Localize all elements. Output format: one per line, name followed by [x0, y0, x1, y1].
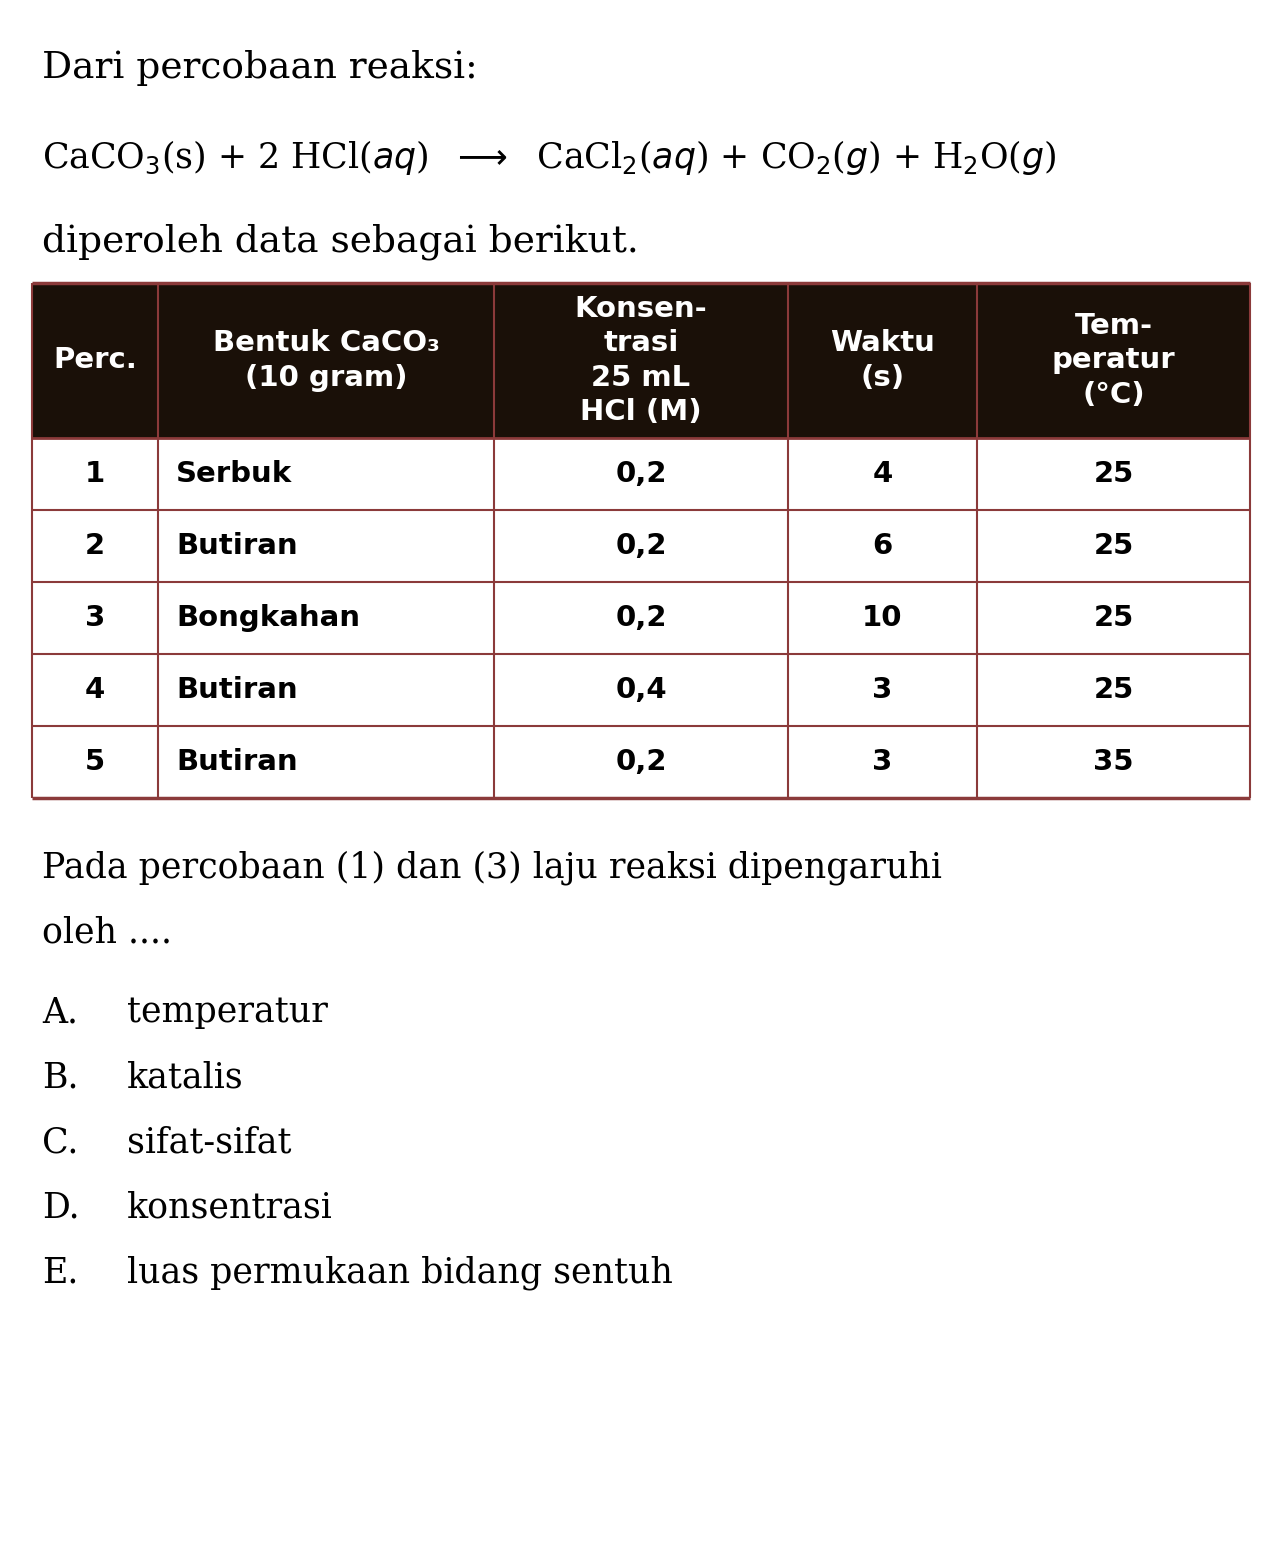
Text: 0,2: 0,2: [615, 460, 666, 488]
Text: E.: E.: [42, 1254, 78, 1289]
Text: Butiran: Butiran: [175, 675, 297, 704]
Text: B.: B.: [42, 1059, 78, 1094]
Text: Perc.: Perc.: [53, 346, 137, 374]
Text: 5: 5: [85, 747, 105, 775]
Text: luas permukaan bidang sentuh: luas permukaan bidang sentuh: [127, 1254, 673, 1290]
Bar: [32, 582, 1250, 654]
Text: 3: 3: [85, 604, 105, 632]
Text: D.: D.: [42, 1190, 79, 1225]
Text: sifat-sifat: sifat-sifat: [127, 1125, 292, 1159]
Bar: [32, 725, 1250, 799]
Text: 0,4: 0,4: [615, 675, 667, 704]
Text: 3: 3: [872, 675, 893, 704]
Text: konsentrasi: konsentrasi: [127, 1190, 333, 1225]
Text: 25: 25: [1094, 532, 1134, 560]
Bar: [32, 438, 1250, 510]
Text: 25: 25: [1094, 675, 1134, 704]
Text: 10: 10: [862, 604, 903, 632]
Text: 1: 1: [85, 460, 105, 488]
Text: 25: 25: [1094, 460, 1134, 488]
Text: 2: 2: [85, 532, 105, 560]
Text: CaCO$_3$(s) + 2 HCl($aq$)  $\longrightarrow$  CaCl$_2$($aq$) + CO$_2$($g$) + H$_: CaCO$_3$(s) + 2 HCl($aq$) $\longrightarr…: [42, 137, 1057, 176]
Text: oleh ....: oleh ....: [42, 916, 172, 948]
Text: temperatur: temperatur: [127, 995, 328, 1030]
Text: 4: 4: [85, 675, 105, 704]
Bar: [32, 510, 1250, 582]
Text: Butiran: Butiran: [175, 747, 297, 775]
Text: Serbuk: Serbuk: [175, 460, 292, 488]
Text: Bentuk CaCO₃
(10 gram): Bentuk CaCO₃ (10 gram): [213, 329, 439, 392]
Text: Konsen-
trasi
25 mL
HCl (M): Konsen- trasi 25 mL HCl (M): [575, 295, 707, 426]
Text: Tem-
peratur
(°C): Tem- peratur (°C): [1052, 312, 1175, 409]
Text: 6: 6: [872, 532, 893, 560]
Text: 0,2: 0,2: [615, 532, 666, 560]
Bar: [32, 282, 1250, 438]
Text: 0,2: 0,2: [615, 604, 666, 632]
Text: 25: 25: [1094, 604, 1134, 632]
Text: diperoleh data sebagai berikut.: diperoleh data sebagai berikut.: [42, 223, 639, 259]
Bar: [32, 654, 1250, 725]
Text: Butiran: Butiran: [175, 532, 297, 560]
Text: 4: 4: [872, 460, 893, 488]
Text: A.: A.: [42, 995, 78, 1030]
Text: C.: C.: [42, 1125, 78, 1159]
Text: Pada percobaan (1) dan (3) laju reaksi dipengaruhi: Pada percobaan (1) dan (3) laju reaksi d…: [42, 850, 942, 885]
Text: Waktu
(s): Waktu (s): [830, 329, 935, 392]
Text: Bongkahan: Bongkahan: [175, 604, 360, 632]
Text: 0,2: 0,2: [615, 747, 666, 775]
Text: 35: 35: [1093, 747, 1134, 775]
Text: 3: 3: [872, 747, 893, 775]
Text: katalis: katalis: [127, 1059, 243, 1094]
Text: Dari percobaan reaksi:: Dari percobaan reaksi:: [42, 50, 478, 86]
